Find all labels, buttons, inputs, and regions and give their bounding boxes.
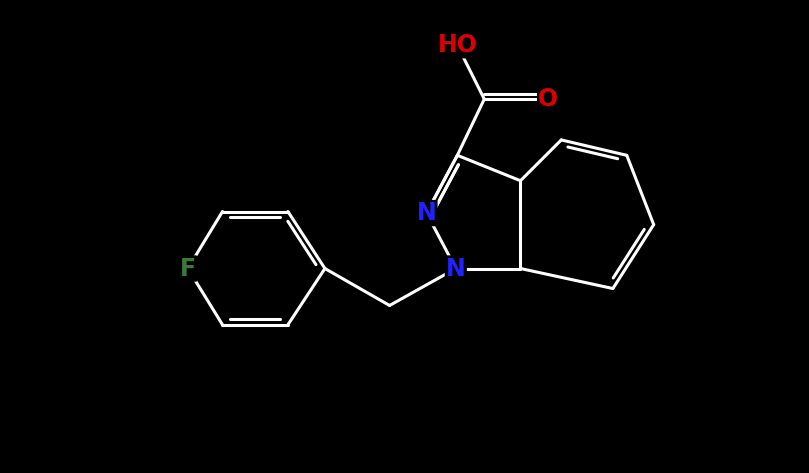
Text: O: O	[538, 87, 558, 111]
Text: N: N	[417, 201, 436, 225]
Text: F: F	[180, 256, 196, 280]
Text: HO: HO	[438, 33, 477, 57]
Text: N: N	[446, 256, 466, 280]
